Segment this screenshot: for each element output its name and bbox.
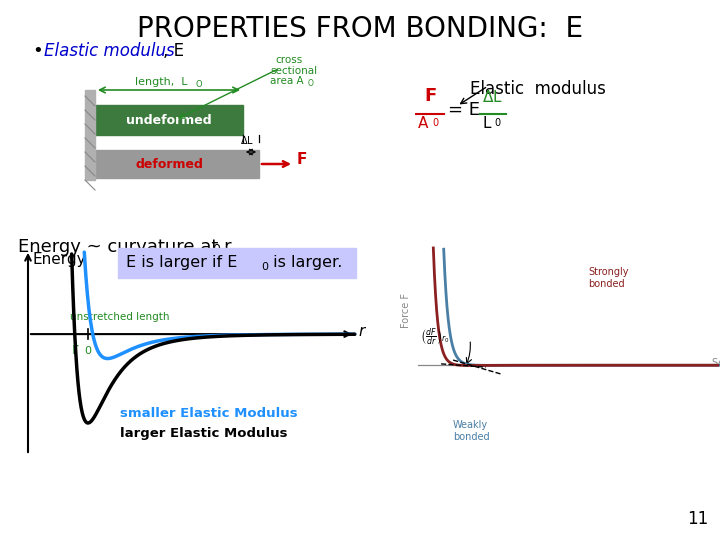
Text: area A: area A	[270, 76, 304, 86]
Text: O: O	[195, 80, 202, 89]
Text: undeformed: undeformed	[126, 113, 212, 126]
Text: Energy: Energy	[32, 252, 86, 267]
Text: is larger.: is larger.	[268, 255, 343, 271]
Text: smaller Elastic Modulus: smaller Elastic Modulus	[120, 407, 297, 420]
Text: O: O	[308, 79, 314, 88]
Text: , E: , E	[163, 42, 184, 60]
Text: E is larger if E: E is larger if E	[126, 255, 238, 271]
Text: Weakly
bonded: Weakly bonded	[453, 420, 490, 442]
Text: A: A	[418, 116, 428, 131]
Text: F: F	[297, 152, 307, 167]
Bar	[95, 105, 243, 135]
Text: larger Elastic Modulus: larger Elastic Modulus	[120, 427, 287, 440]
Text: PROPERTIES FROM BONDING:  E: PROPERTIES FROM BONDING: E	[137, 15, 583, 43]
Text: deformed: deformed	[135, 158, 203, 171]
Text: $\left(\frac{dF}{dr}\right)_{r_0}$: $\left(\frac{dF}{dr}\right)_{r_0}$	[420, 327, 450, 348]
Text: $\Delta$L: $\Delta$L	[482, 89, 503, 105]
Text: 0: 0	[432, 118, 438, 128]
Text: Strongly
bonded: Strongly bonded	[588, 267, 629, 288]
Text: sectional: sectional	[270, 66, 317, 76]
Text: 11: 11	[687, 510, 708, 528]
Bar	[95, 150, 259, 178]
Text: r: r	[72, 342, 78, 357]
Text: = E: = E	[448, 101, 480, 119]
Text: $\Delta$L: $\Delta$L	[240, 134, 254, 146]
Text: Force F: Force F	[401, 293, 411, 328]
Bar	[118, 248, 356, 278]
Text: Separation r: Separation r	[712, 358, 720, 368]
Text: Elastic  modulus: Elastic modulus	[470, 80, 606, 98]
Text: Energy ~ curvature at r: Energy ~ curvature at r	[18, 238, 232, 256]
Text: length,  L: length, L	[135, 77, 187, 87]
Text: cross: cross	[275, 55, 302, 65]
Text: 0: 0	[494, 118, 500, 128]
Text: F: F	[424, 87, 436, 105]
Text: r: r	[358, 323, 364, 339]
Text: 0: 0	[212, 243, 220, 256]
Text: unstretched length: unstretched length	[70, 312, 169, 322]
Bar	[85, 90, 95, 180]
Text: Elastic modulus: Elastic modulus	[44, 42, 175, 60]
Text: 0: 0	[84, 346, 91, 356]
Text: •: •	[32, 42, 42, 60]
Text: 0: 0	[261, 262, 268, 272]
Text: L: L	[482, 116, 490, 131]
